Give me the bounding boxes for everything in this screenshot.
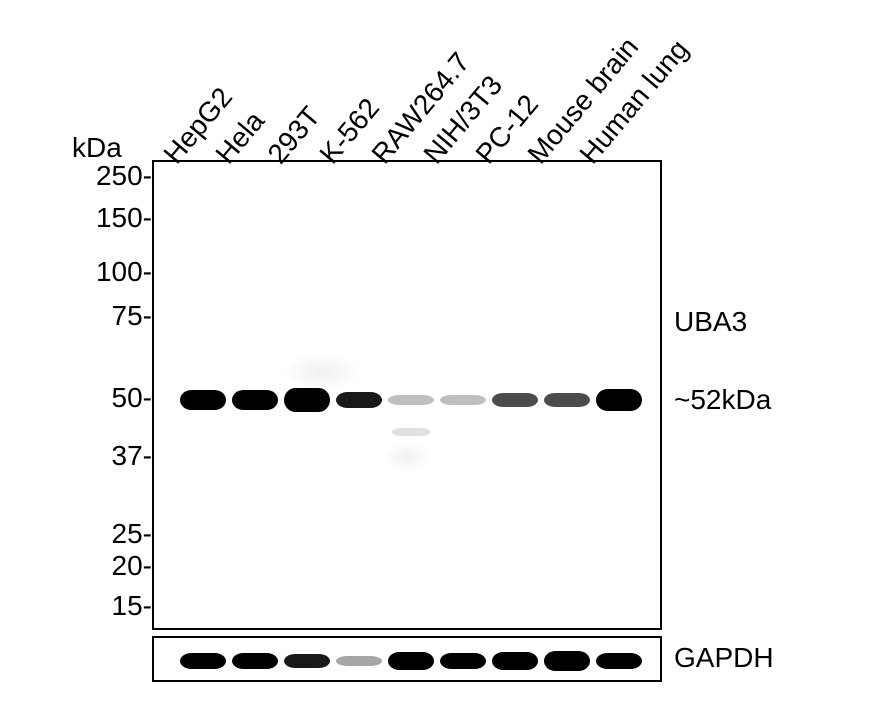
mw-label-37: 37- <box>58 440 152 472</box>
mw-label-100: 100- <box>58 256 152 288</box>
mw-label-250: 250- <box>58 160 152 192</box>
mw-label-50: 50- <box>58 382 152 414</box>
mw-label-20: 20- <box>58 550 152 582</box>
gapdh-band-lane-5 <box>440 653 486 669</box>
mw-label-75: 75- <box>58 300 152 332</box>
figure-root: kDa 250-150-100-75-50-37-25-20-15- HepG2… <box>0 0 888 711</box>
right-label-2: GAPDH <box>674 642 774 674</box>
gapdh-band-lane-3 <box>336 656 382 666</box>
gapdh-band-lane-1 <box>232 653 278 669</box>
uba3-band-lane-7 <box>544 393 590 407</box>
noise-0 <box>282 352 362 392</box>
gapdh-band-lane-4 <box>388 652 434 670</box>
uba3-band-lane-4 <box>388 395 434 405</box>
uba3-band-lane-6 <box>492 393 538 407</box>
uba3-band-lane-5 <box>440 395 486 405</box>
gapdh-band-lane-7 <box>544 651 590 671</box>
uba3-band-lane-2 <box>284 388 330 412</box>
secondary-band-lane-4 <box>392 428 430 436</box>
loading-blot <box>152 636 662 682</box>
mw-label-150: 150- <box>58 202 152 234</box>
gapdh-band-lane-8 <box>596 653 642 669</box>
gapdh-band-lane-0 <box>180 653 226 669</box>
right-label-1: ~52kDa <box>674 384 771 416</box>
main-blot <box>152 160 662 630</box>
gapdh-band-lane-6 <box>492 652 538 670</box>
uba3-band-lane-1 <box>232 390 278 410</box>
mw-label-15: 15- <box>58 590 152 622</box>
right-label-0: UBA3 <box>674 306 747 338</box>
mw-label-25: 25- <box>58 518 152 550</box>
noise-1 <box>382 442 432 472</box>
uba3-band-lane-8 <box>596 389 642 411</box>
uba3-band-lane-3 <box>336 392 382 408</box>
gapdh-band-lane-2 <box>284 654 330 668</box>
uba3-band-lane-0 <box>180 390 226 410</box>
